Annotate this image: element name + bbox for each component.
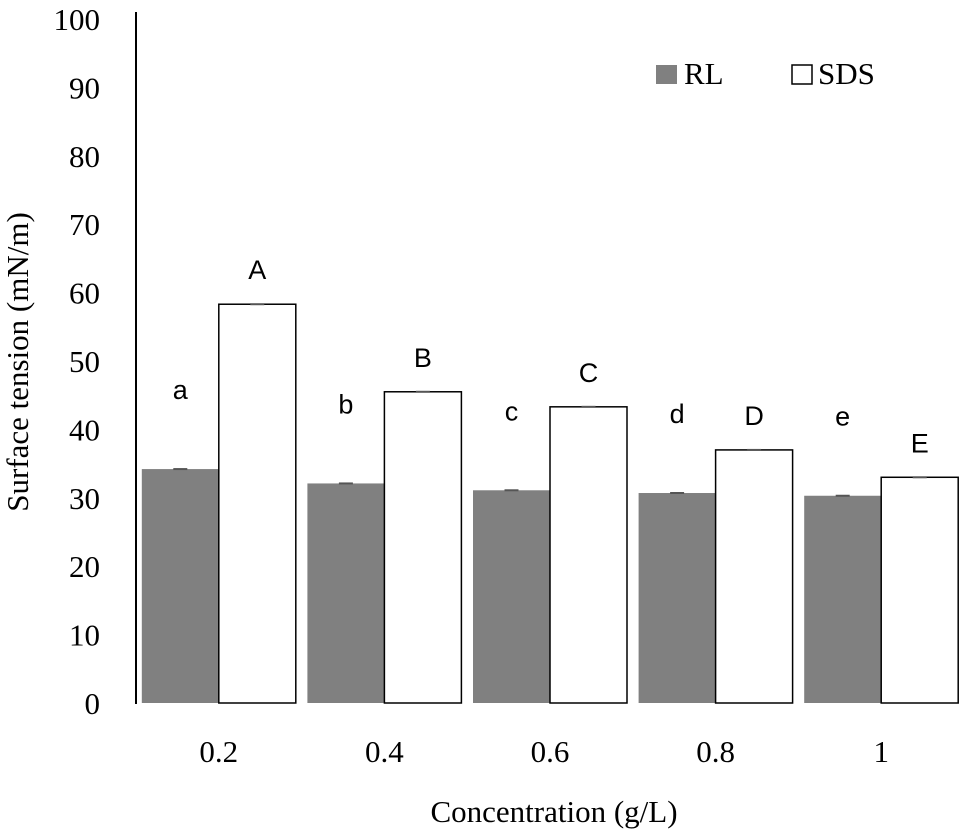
y-tick-label: 90 xyxy=(69,70,100,105)
bar-rl xyxy=(473,490,550,703)
y-tick-label: 10 xyxy=(69,618,100,653)
y-tick-label: 60 xyxy=(69,276,100,311)
bar-sds xyxy=(218,303,297,704)
significance-letter: E xyxy=(911,428,929,458)
significance-letter: C xyxy=(579,358,599,388)
significance-letter: D xyxy=(744,401,764,431)
legend-swatch-sds xyxy=(791,64,813,85)
y-tick-label: 20 xyxy=(69,549,100,584)
y-tick-label: 50 xyxy=(69,344,100,379)
bar-rl xyxy=(638,493,716,703)
bar-rl xyxy=(804,495,882,703)
legend-swatch-rl xyxy=(656,65,677,84)
x-tick-label: 0.2 xyxy=(199,734,238,769)
bar-sds xyxy=(714,449,794,704)
bar-rl xyxy=(141,469,219,703)
y-tick-label: 30 xyxy=(69,481,100,516)
x-tick-label: 0.4 xyxy=(365,734,404,769)
bar-sds xyxy=(880,476,959,704)
legend-label-rl: RL xyxy=(684,56,724,91)
x-tick-label: 0.8 xyxy=(696,734,735,769)
significance-letter: A xyxy=(248,255,266,285)
significance-letter: b xyxy=(338,389,353,419)
significance-letter: a xyxy=(173,375,189,405)
x-tick-label: 1 xyxy=(873,734,889,769)
legend: RL SDS xyxy=(656,56,875,91)
y-tick-label: 70 xyxy=(69,207,100,242)
x-tick-label: 0.6 xyxy=(531,734,570,769)
y-tick-label: 80 xyxy=(69,139,100,174)
y-axis-label: Surface tension (mN/m) xyxy=(0,212,35,512)
significance-letter: e xyxy=(835,402,850,432)
significance-letter: B xyxy=(414,343,432,373)
significance-letter: d xyxy=(670,399,685,429)
bar-sds xyxy=(549,406,628,704)
y-tick-label: 100 xyxy=(54,2,101,37)
y-tick-label: 0 xyxy=(85,686,101,721)
x-axis-label: Concentration (g/L) xyxy=(430,794,677,829)
y-tick-label: 40 xyxy=(69,412,100,447)
legend-label-sds: SDS xyxy=(818,56,875,91)
bar-rl xyxy=(307,483,385,703)
bar-sds xyxy=(383,391,463,704)
significance-letter: c xyxy=(505,396,519,426)
